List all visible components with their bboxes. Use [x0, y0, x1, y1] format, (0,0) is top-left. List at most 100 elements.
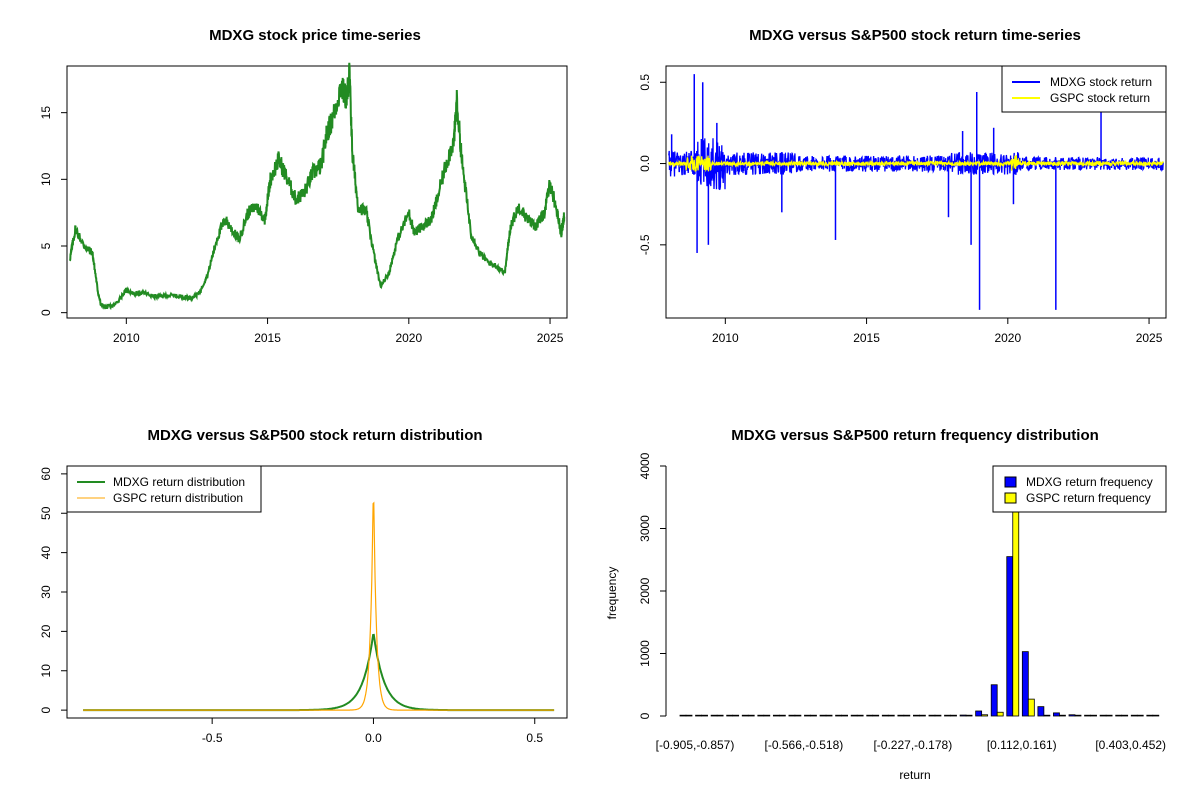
density-plot-area: -0.5 0.0 0.5 0 10 20 30 40 50 60 [39, 467, 555, 745]
freq-mdxg-bar [772, 714, 780, 717]
freq-gspc-bar [841, 714, 848, 717]
freq-mdxg-bar [1021, 651, 1029, 717]
freq-gspc-bar [1090, 714, 1097, 717]
freq-gspc-bar [1121, 714, 1129, 717]
freq-y-tick-label: 2000 [638, 577, 652, 604]
freq-gspc-bar [965, 714, 973, 717]
returns-legend: MDXG stock return GSPC stock return [1001, 65, 1167, 113]
freq-mdxg-bar [679, 714, 687, 717]
price-x-tick-label: 2020 [395, 331, 422, 345]
freq-legend-swatch-gspc [1004, 492, 1017, 504]
freq-mdxg-bar [1006, 556, 1014, 717]
density-y-tick-label: 10 [39, 664, 53, 678]
price-y-tick-label: 10 [39, 172, 53, 186]
freq-gspc-bar [996, 711, 1004, 717]
freq-mdxg-bar [881, 714, 889, 717]
returns-legend-mdxg: MDXG stock return [1050, 75, 1152, 89]
freq-gspc-bar [1152, 714, 1160, 717]
freq-gspc-bar [903, 714, 911, 717]
returns-x-tick-label: 2010 [712, 331, 739, 345]
freq-mdxg-bar [975, 710, 983, 717]
density-legend: MDXG return distribution GSPC return dis… [66, 465, 262, 513]
density-y-tick-label: 20 [39, 624, 53, 638]
freq-gspc-bar [763, 714, 771, 717]
density-title: MDXG versus S&P500 stock return distribu… [147, 427, 482, 444]
price-x-tick-label: 2025 [537, 331, 564, 345]
freq-gspc-bar [794, 714, 802, 717]
freq-xlabel: return [899, 768, 930, 782]
freq-legend-box [992, 465, 1167, 513]
returns-gspc-line [668, 155, 1164, 173]
returns-legend-gspc: GSPC stock return [1050, 91, 1150, 105]
freq-mdxg-bar [1146, 714, 1154, 717]
density-legend-box [66, 465, 262, 513]
returns-y-tick-label: 0.5 [638, 74, 652, 91]
freq-ylabel: frequency [605, 567, 619, 620]
freq-panel: MDXG versus S&P500 return frequency dist… [605, 427, 1167, 782]
freq-gspc-bar [1136, 714, 1144, 717]
freq-mdxg-bar [835, 714, 842, 717]
freq-gspc-bar [1027, 698, 1035, 717]
density-legend-gspc: GSPC return distribution [113, 491, 243, 505]
freq-legend-mdxg: MDXG return frequency [1026, 475, 1153, 489]
freq-gspc-bar [1105, 714, 1113, 717]
returns-x-tick-label: 2020 [994, 331, 1021, 345]
freq-gspc-bar [919, 714, 926, 717]
returns-title: MDXG versus S&P500 stock return time-ser… [749, 27, 1081, 44]
density-legend-mdxg: MDXG return distribution [113, 475, 245, 489]
freq-y-tick-label: 3000 [638, 515, 652, 542]
freq-title: MDXG versus S&P500 return frequency dist… [731, 427, 1099, 444]
freq-gspc-bar [1059, 714, 1066, 717]
freq-mdxg-bar [726, 714, 734, 717]
price-panel: MDXG stock price time-series 2010 2015 202… [39, 27, 568, 345]
freq-mdxg-bar [741, 714, 749, 717]
freq-mdxg-bar [850, 714, 858, 717]
density-panel: MDXG versus S&P500 stock return distribu… [39, 427, 568, 745]
returns-legend-box [1001, 65, 1167, 113]
price-x-tick-label: 2015 [254, 331, 281, 345]
freq-mdxg-bar [804, 714, 811, 717]
freq-mdxg-bar [1037, 706, 1045, 717]
freq-gspc-bar [825, 714, 833, 717]
freq-mdxg-bar [1068, 714, 1076, 717]
freq-x-tick-label: [-0.905,-0.857) [656, 738, 735, 752]
freq-x-tick-label: [-0.227,-0.178) [873, 738, 952, 752]
density-y-tick-label: 30 [39, 585, 53, 599]
freq-mdxg-bar [944, 714, 951, 717]
density-y-tick-label: 40 [39, 546, 53, 560]
price-plot-area: 2010 2015 2020 2025 0 5 10 15 [39, 62, 566, 345]
freq-x-tick-label: [-0.566,-0.518) [765, 738, 844, 752]
freq-x-tick-label: [0.112,0.161) [987, 738, 1057, 752]
freq-gspc-bar [981, 714, 989, 717]
density-x-tick-label: 0.5 [526, 731, 543, 745]
freq-gspc-bar [934, 714, 942, 717]
freq-mdxg-bar [819, 714, 827, 717]
density-gspc-curve [83, 501, 555, 711]
freq-gspc-bar [1043, 714, 1051, 717]
freq-gspc-bar [950, 714, 957, 717]
returns-x-tick-label: 2015 [853, 331, 880, 345]
price-x-tick-label: 2010 [113, 331, 140, 345]
freq-mdxg-bar [1053, 712, 1060, 717]
freq-mdxg-bar [990, 684, 998, 717]
freq-mdxg-bar [1099, 714, 1107, 717]
freq-mdxg-bar [959, 714, 967, 717]
freq-mdxg-bar [1130, 714, 1138, 717]
freq-y-tick-label: 4000 [638, 452, 652, 479]
freq-mdxg-bar [897, 714, 905, 717]
density-y-tick-label: 60 [39, 467, 53, 481]
price-y-tick-label: 15 [39, 106, 53, 120]
freq-x-tick-label: [0.403,0.452) [1095, 738, 1166, 752]
density-y-tick-label: 0 [39, 706, 53, 713]
freq-mdxg-bar [788, 714, 796, 717]
freq-plot-area: 0 1000 2000 3000 4000 [-0.905,-0.857) [-0.566,… [638, 452, 1166, 752]
freq-gspc-bar [1074, 714, 1082, 717]
price-title: MDXG stock price time-series [209, 27, 421, 44]
freq-y-tick-label: 0 [638, 712, 652, 719]
price-y-tick-label: 5 [39, 242, 53, 249]
freq-mdxg-bar [695, 714, 702, 717]
freq-gspc-bar [685, 714, 693, 717]
returns-y-tick-label: 0.0 [638, 155, 652, 172]
